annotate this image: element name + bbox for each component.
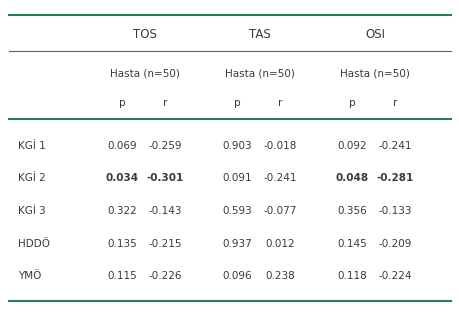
Text: 0.356: 0.356 — [336, 206, 366, 216]
Text: -0.301: -0.301 — [147, 173, 184, 183]
Text: r: r — [163, 98, 168, 108]
Text: 0.135: 0.135 — [107, 239, 136, 249]
Text: TAS: TAS — [248, 28, 270, 41]
Text: 0.145: 0.145 — [336, 239, 366, 249]
Text: 0.034: 0.034 — [105, 173, 138, 183]
Text: -0.018: -0.018 — [263, 141, 297, 150]
Text: -0.224: -0.224 — [378, 271, 411, 281]
Text: r: r — [278, 98, 282, 108]
Text: -0.226: -0.226 — [149, 271, 182, 281]
Text: 0.937: 0.937 — [222, 239, 251, 249]
Text: p: p — [118, 98, 125, 108]
Text: -0.133: -0.133 — [378, 206, 411, 216]
Text: 0.091: 0.091 — [222, 173, 251, 183]
Text: 0.115: 0.115 — [107, 271, 136, 281]
Text: -0.209: -0.209 — [378, 239, 411, 249]
Text: 0.069: 0.069 — [107, 141, 136, 150]
Text: Hasta (n=50): Hasta (n=50) — [224, 69, 294, 78]
Text: HDDÖ: HDDÖ — [18, 239, 50, 249]
Text: -0.215: -0.215 — [149, 239, 182, 249]
Text: OSI: OSI — [364, 28, 384, 41]
Text: -0.281: -0.281 — [376, 173, 413, 183]
Text: p: p — [348, 98, 354, 108]
Text: 0.322: 0.322 — [107, 206, 136, 216]
Text: Hasta (n=50): Hasta (n=50) — [339, 69, 409, 78]
Text: Hasta (n=50): Hasta (n=50) — [110, 69, 179, 78]
Text: -0.077: -0.077 — [263, 206, 297, 216]
Text: 0.593: 0.593 — [222, 206, 251, 216]
Text: 0.903: 0.903 — [222, 141, 251, 150]
Text: r: r — [392, 98, 397, 108]
Text: -0.241: -0.241 — [263, 173, 297, 183]
Text: 0.118: 0.118 — [336, 271, 366, 281]
Text: KGİ 1: KGİ 1 — [18, 141, 46, 150]
Text: -0.143: -0.143 — [149, 206, 182, 216]
Text: p: p — [233, 98, 240, 108]
Text: TOS: TOS — [133, 28, 157, 41]
Text: 0.238: 0.238 — [265, 271, 295, 281]
Text: -0.259: -0.259 — [149, 141, 182, 150]
Text: KGİ 3: KGİ 3 — [18, 206, 46, 216]
Text: YMÖ: YMÖ — [18, 271, 42, 281]
Text: -0.241: -0.241 — [378, 141, 411, 150]
Text: 0.012: 0.012 — [265, 239, 295, 249]
Text: 0.048: 0.048 — [335, 173, 368, 183]
Text: KGİ 2: KGİ 2 — [18, 173, 46, 183]
Text: 0.096: 0.096 — [222, 271, 251, 281]
Text: 0.092: 0.092 — [336, 141, 366, 150]
